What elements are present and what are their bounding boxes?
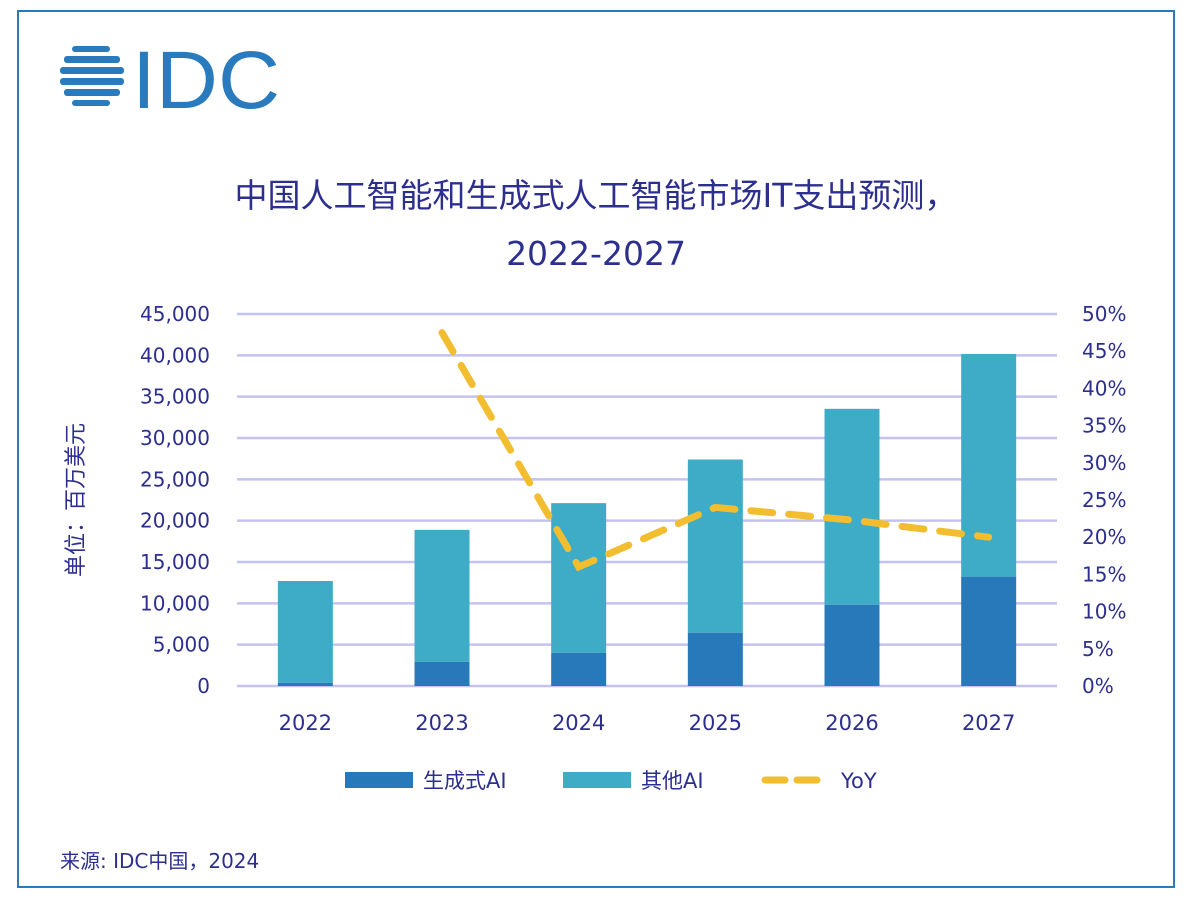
bar-2022-生成式AI (277, 682, 333, 686)
y2-tick-label: 5% (1082, 637, 1114, 661)
y-tick-label: 30,000 (140, 426, 210, 450)
y2-tick-label: 25% (1082, 488, 1126, 512)
bar-2026-其他AI (824, 408, 880, 605)
legend-label: YoY (840, 769, 877, 793)
bar-2025-其他AI (687, 459, 743, 633)
legend-swatch-其他AI (563, 772, 631, 788)
chart-subtitle: 2022-2027 (506, 234, 686, 273)
idc-logo: IDC (60, 42, 280, 114)
y2-tick-label: 45% (1082, 339, 1126, 363)
legend-swatch-生成式AI (345, 772, 413, 788)
chart-title: 中国人工智能和生成式人工智能市场IT支出预测， (234, 176, 958, 215)
x-tick-label: 2022 (279, 711, 332, 735)
x-tick-label: 2023 (415, 711, 468, 735)
x-tick-label: 2025 (689, 711, 742, 735)
y-tick-label: 20,000 (140, 509, 210, 533)
y-tick-label: 35,000 (140, 385, 210, 409)
x-tick-label: 2027 (962, 711, 1015, 735)
bar-2023-生成式AI (414, 661, 470, 686)
legend-label: 其他AI (641, 769, 704, 793)
bar-2026-生成式AI (824, 604, 880, 686)
legend-label: 生成式AI (423, 769, 507, 793)
svg-text:IDC: IDC (132, 42, 280, 114)
y2-tick-label: 40% (1082, 376, 1126, 400)
y-tick-label: 5,000 (153, 633, 210, 657)
y2-tick-label: 20% (1082, 525, 1126, 549)
y2-tick-label: 15% (1082, 562, 1126, 586)
chart-frame (17, 10, 1175, 888)
bar-2027-其他AI (961, 354, 1017, 577)
bar-2024-生成式AI (551, 652, 607, 686)
y2-tick-label: 10% (1082, 600, 1126, 624)
bar-2022-其他AI (277, 581, 333, 683)
x-tick-label: 2024 (552, 711, 605, 735)
y2-tick-label: 50% (1082, 302, 1126, 326)
source-note: 来源: IDC中国，2024 (60, 849, 260, 873)
bar-2025-生成式AI (687, 632, 743, 686)
y2-tick-label: 0% (1082, 674, 1114, 698)
bar-2023-其他AI (414, 529, 470, 662)
x-tick-label: 2026 (825, 711, 878, 735)
y-tick-label: 10,000 (140, 591, 210, 615)
y-tick-label: 0 (197, 674, 210, 698)
y2-tick-label: 35% (1082, 414, 1126, 438)
bar-2027-生成式AI (961, 576, 1017, 686)
y-tick-label: 40,000 (140, 343, 210, 367)
y-tick-label: 15,000 (140, 550, 210, 574)
y-tick-label: 45,000 (140, 302, 210, 326)
y-tick-label: 25,000 (140, 467, 210, 491)
y2-tick-label: 30% (1082, 451, 1126, 475)
bar-2024-其他AI (551, 503, 607, 653)
